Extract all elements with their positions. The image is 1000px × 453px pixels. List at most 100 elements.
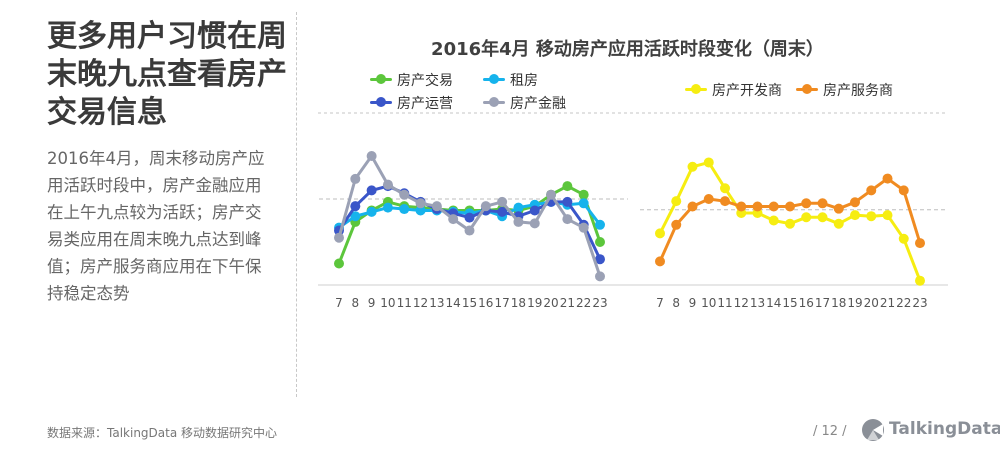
data-point-left-3 [366,151,377,161]
data-point-left-2 [562,196,573,207]
data-point-left-2 [366,185,377,196]
legend-label: 房产交易 [397,73,453,89]
data-point-right-0 [785,218,795,229]
data-point-left-1 [415,205,426,216]
x-tick-label: 11 [397,296,412,310]
data-source: 数据来源：TalkingData 移动数据研究中心 [47,426,278,440]
data-point-right-1 [752,201,763,212]
data-point-left-0 [595,237,605,247]
x-tick-label: 14 [446,296,461,310]
data-point-right-1 [882,173,893,184]
data-point-right-1 [768,201,779,212]
x-tick-label: 8 [351,296,359,310]
x-tick-label: 17 [815,296,830,310]
data-point-left-3 [415,198,426,209]
data-point-right-1 [671,219,682,230]
x-tick-label: 11 [717,296,732,310]
x-tick-label: 18 [831,296,846,310]
data-point-left-3 [480,201,491,212]
data-point-right-0 [671,196,682,207]
x-tick-label: 19 [527,296,542,310]
x-tick-label: 12 [734,296,749,310]
data-point-right-0 [866,211,877,222]
data-point-left-2 [464,212,475,223]
x-tick-label: 10 [701,296,716,310]
data-point-left-3 [595,271,605,282]
data-point-left-3 [529,218,540,229]
x-tick-label: 15 [782,296,797,310]
x-tick-label: 20 [864,296,879,310]
x-tick-label: 15 [462,296,477,310]
data-point-left-3 [382,179,393,190]
data-point-right-1 [898,185,909,196]
data-point-left-1 [595,219,605,230]
series-line-left-0 [337,184,602,265]
chart-title: 2016年4月 移动房产应用活跃时段变化（周末） [431,39,824,60]
x-tick-label: 14 [766,296,781,310]
data-point-right-1 [850,197,860,208]
legend-label: 房产金融 [510,96,566,112]
data-point-right-1 [866,185,877,196]
talkingdata-logo-icon [862,419,884,441]
data-point-right-1 [703,194,714,204]
x-tick-label: 23 [912,296,927,310]
x-tick-label: 21 [880,296,895,310]
data-point-right-0 [898,233,909,244]
data-point-left-1 [366,206,377,217]
data-point-right-1 [833,203,844,214]
x-tick-label: 7 [335,296,343,310]
data-point-left-2 [529,205,540,216]
data-point-left-1 [350,211,361,222]
data-point-right-1 [915,238,925,249]
x-tick-label: 19 [847,296,862,310]
x-tick-label: 9 [368,296,376,310]
x-tick-label: 13 [429,296,444,310]
legend-label: 房产运营 [397,96,453,112]
data-point-left-2 [595,254,605,265]
x-tick-label: 12 [413,296,428,310]
legend-label: 房产开发商 [712,83,782,99]
data-point-left-1 [382,202,393,213]
page-number: / 12 / [813,424,847,439]
x-tick-label: 20 [543,296,558,310]
x-tick-label: 7 [656,296,664,310]
data-point-right-0 [850,210,860,221]
x-tick-label: 23 [592,296,607,310]
x-tick-label: 9 [689,296,697,310]
body-text: 2016年4月，周末移动房产应用活跃时段中，房产金融应用在上午九点较为活跃；房产… [47,149,265,303]
data-point-right-0 [768,215,779,226]
data-point-left-3 [334,232,344,243]
data-point-right-1 [817,198,828,209]
data-point-left-0 [562,181,573,192]
x-tick-label: 21 [560,296,575,310]
data-point-left-1 [399,204,410,215]
data-point-right-0 [655,228,665,239]
data-point-left-3 [562,214,573,225]
data-point-left-3 [399,189,410,200]
x-tick-label: 16 [799,296,814,310]
data-point-right-1 [785,201,795,212]
data-point-right-0 [882,210,893,221]
data-point-right-0 [833,218,844,229]
data-point-left-3 [464,225,475,236]
data-point-left-2 [350,201,361,212]
x-tick-label: 22 [576,296,591,310]
data-point-right-1 [687,201,698,212]
data-point-right-0 [915,275,925,286]
data-point-left-3 [578,222,589,233]
series-line-left-2 [337,184,602,261]
data-point-right-0 [801,212,812,223]
data-point-left-3 [350,173,361,184]
data-point-left-1 [578,198,589,209]
x-tick-label: 16 [478,296,493,310]
headline: 更多用户习惯在周末晚九点查看房产交易信息 [47,19,287,130]
data-point-left-1 [513,202,524,213]
x-tick-label: 18 [511,296,526,310]
data-point-left-2 [497,206,508,217]
data-point-left-3 [448,214,459,225]
brand-name: TalkingData [889,419,1000,439]
data-point-right-0 [687,161,698,172]
data-point-left-0 [578,189,589,200]
data-point-left-0 [334,258,344,269]
